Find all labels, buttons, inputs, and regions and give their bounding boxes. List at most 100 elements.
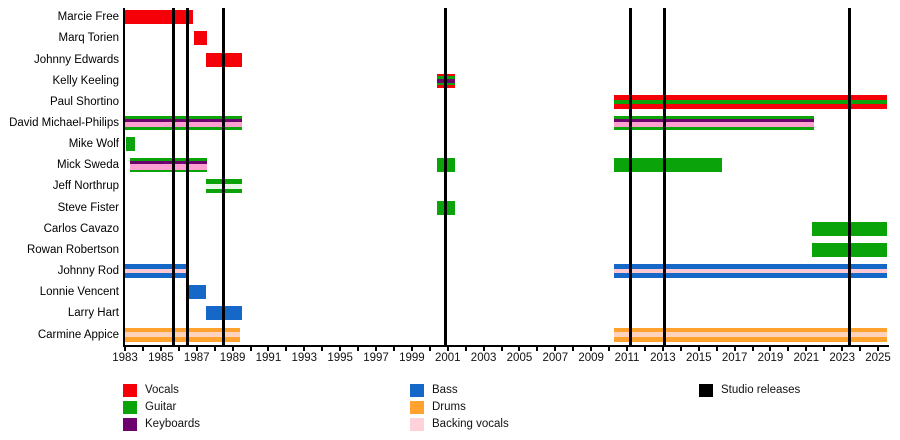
member-bar [614, 94, 888, 109]
member-bar [125, 264, 188, 279]
member-label: Marq Torien [58, 32, 119, 45]
member-label: Kelly Keeling [52, 74, 119, 87]
y-axis-line [123, 8, 125, 347]
x-axis-tick [572, 347, 575, 351]
bar-stripe-backing [125, 268, 188, 274]
member-label: Paul Shortino [49, 95, 119, 108]
bar-stripe-bass [125, 273, 188, 279]
legend-swatch-guitar [123, 401, 137, 414]
member-bar [125, 116, 242, 131]
x-axis-tick [877, 347, 880, 351]
member-bar [125, 10, 194, 25]
x-axis-tick [841, 347, 844, 351]
x-axis-tick-label: 2025 [865, 352, 891, 364]
x-axis-tick [518, 347, 521, 351]
x-axis-tick [375, 347, 378, 351]
x-axis-tick-label: 1997 [363, 352, 389, 364]
x-axis-tick [267, 347, 270, 351]
bar-stripe-backing [614, 268, 888, 274]
legend-label-vocals: Vocals [145, 384, 179, 396]
bar-stripe-guitar [125, 127, 242, 131]
legend-swatch-bass [410, 384, 424, 397]
bar-stripe-vocals [125, 10, 194, 25]
x-axis-tick-label: 1985 [148, 352, 174, 364]
member-label: Jeff Northrup [52, 180, 119, 193]
member-bar [614, 116, 814, 131]
x-axis-tick-label: 2021 [793, 352, 820, 364]
member-bar [614, 327, 888, 342]
x-axis-tick [661, 347, 664, 351]
x-axis-tick [715, 347, 718, 351]
x-axis-tick [769, 347, 772, 351]
x-axis-line [123, 345, 889, 347]
x-axis-tick [428, 347, 431, 351]
bar-stripe-vocals [614, 104, 888, 109]
x-axis-tick [195, 347, 198, 351]
bar-stripe-keyboards [614, 118, 814, 122]
bar-stripe-backing_bright [125, 121, 242, 128]
x-axis-tick-label: 2017 [721, 352, 748, 364]
x-axis-tick [285, 347, 288, 351]
member-bar [187, 285, 206, 300]
bar-stripe-guitar [614, 158, 723, 173]
legend-swatch-studio-releases [699, 384, 713, 397]
x-axis-tick [643, 347, 646, 351]
x-axis-tick [339, 347, 342, 351]
x-axis-tick-label: 2019 [757, 352, 784, 364]
x-axis-tick [464, 347, 467, 351]
legend-label-keyboards: Keyboards [145, 418, 200, 430]
x-axis-tick [733, 347, 736, 351]
x-axis-tick [679, 347, 682, 351]
x-axis-tick [392, 347, 395, 351]
x-axis-tick [249, 347, 252, 351]
studio-release-line [662, 8, 666, 345]
studio-release-line [222, 8, 226, 345]
x-axis-tick [357, 347, 360, 351]
bar-stripe-drums_light [614, 332, 888, 337]
x-axis-tick-label: 1999 [399, 352, 425, 364]
member-label: Carlos Cavazo [43, 222, 119, 235]
bar-stripe-backing_bright [130, 164, 208, 170]
x-axis-tick [482, 347, 485, 351]
bar-stripe-drums_light [125, 332, 240, 337]
x-axis-tick [141, 347, 144, 351]
x-axis-tick [608, 347, 611, 351]
x-axis-tick-label: 2001 [434, 352, 461, 364]
member-label: Lonnie Vencent [39, 286, 119, 299]
member-bar [125, 137, 135, 152]
bar-stripe-bass [187, 285, 206, 300]
x-axis-tick [177, 347, 180, 351]
x-axis-tick-label: 2003 [470, 352, 497, 364]
x-axis-tick [787, 347, 790, 351]
member-label: Mike Wolf [68, 138, 119, 151]
member-label: Steve Fister [57, 201, 119, 214]
member-bar [125, 327, 240, 342]
legend-label-bass: Bass [432, 384, 458, 396]
legend-label-studio-releases: Studio releases [721, 384, 801, 396]
x-axis-tick [213, 347, 216, 351]
x-axis-tick [626, 347, 629, 351]
x-axis-tick [321, 347, 324, 351]
x-axis-tick-label: 1987 [183, 352, 210, 364]
x-axis-tick [859, 347, 862, 351]
x-axis-tick [500, 347, 503, 351]
bar-stripe-keyboards [130, 160, 208, 165]
member-label: David Michael-Philips [9, 117, 119, 129]
bar-stripe-drums [125, 336, 240, 342]
bar-stripe-vocals [614, 94, 888, 100]
x-axis-tick [410, 347, 413, 351]
bar-stripe-guitar [614, 99, 888, 105]
member-label: Carmine Appice [37, 328, 119, 341]
bar-stripe-drums [614, 336, 888, 342]
legend-swatch-drums [410, 401, 424, 414]
x-axis-tick [751, 347, 754, 351]
studio-release-line [847, 8, 851, 345]
studio-release-line [186, 8, 190, 345]
member-label: Larry Hart [67, 307, 119, 320]
studio-release-line [629, 8, 633, 345]
x-axis-tick [159, 347, 162, 351]
bar-stripe-guitar [130, 158, 208, 161]
bar-stripe-guitar [125, 137, 135, 152]
x-axis-tick [124, 347, 126, 351]
x-axis-tick-label: 1983 [112, 352, 138, 364]
